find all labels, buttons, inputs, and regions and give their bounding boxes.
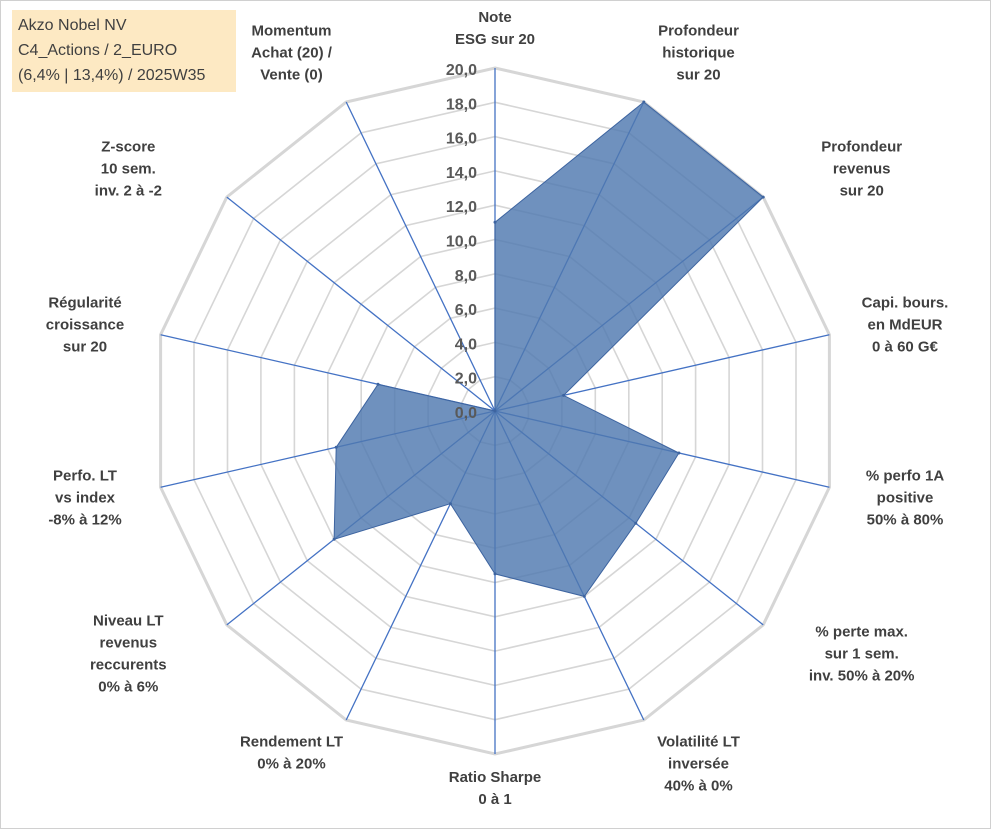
- axis-label-line: sur 20: [63, 338, 107, 355]
- axis-label-line: ESG sur 20: [455, 31, 535, 48]
- series: [332, 100, 765, 598]
- axis-label-line: 0 à 60 G€: [872, 338, 939, 355]
- series-area: [333, 101, 764, 597]
- tick-labels: 0,0 2,0 4,0 6,0 8,0 10,0 12,0 14,0 16,0 18,0 20,0: [446, 62, 477, 422]
- tick-label: 18,0: [446, 96, 477, 113]
- tick-label: 20,0: [446, 62, 477, 79]
- tick-label: 4,0: [455, 336, 477, 353]
- data-point: [642, 100, 646, 104]
- axis-label-line: % perte max.: [815, 624, 908, 641]
- data-point: [332, 537, 336, 541]
- stock-info-box: Akzo Nobel NV C4_Actions / 2_EURO (6,4% …: [12, 10, 236, 92]
- axis-label-line: inv. 2 à -2: [95, 183, 162, 200]
- axis-label-line: inversée: [668, 755, 729, 772]
- axis-label-line: 50% à 80%: [867, 512, 944, 529]
- axis-label-line: inv. 50% à 20%: [809, 668, 915, 685]
- axis-label-line: Profondeur: [658, 23, 739, 40]
- data-point: [376, 382, 380, 386]
- data-point: [677, 451, 681, 455]
- axis-labels: Note ESG sur 20 Profondeur historique sur 20…: [46, 9, 949, 808]
- axis-label: Profondeur revenus sur 20: [821, 139, 902, 200]
- data-point: [493, 220, 497, 224]
- axis-label-line: Note: [478, 9, 511, 26]
- axis-label-line: Niveau LT: [93, 613, 164, 630]
- axis-label-line: Capi. bours.: [862, 294, 949, 311]
- tick-label: 14,0: [446, 165, 477, 182]
- axis-label-line: 0 à 1: [478, 791, 511, 808]
- tick-label: 0,0: [455, 405, 477, 422]
- axis-label: Volatilité LT inversée 40% à 0%: [657, 733, 740, 794]
- tick-label: 6,0: [455, 302, 477, 319]
- axis-label: Z-score 10 sem. inv. 2 à -2: [95, 139, 162, 200]
- axis-label-line: Profondeur: [821, 139, 902, 156]
- stock-name: Akzo Nobel NV: [18, 17, 127, 34]
- axis-label-line: positive: [877, 490, 934, 507]
- axis-label: Capi. bours. en MdEUR 0 à 60 G€: [862, 294, 949, 355]
- tick-label: 8,0: [455, 268, 477, 285]
- axis-label-line: reccurents: [90, 657, 167, 674]
- axis-label-line: Momentum: [252, 23, 332, 40]
- axis-label-line: 0% à 20%: [257, 755, 325, 772]
- axis-label-line: Perfo. LT: [53, 468, 117, 485]
- axis-label-line: Volatilité LT: [657, 733, 740, 750]
- axis-spoke: [226, 196, 496, 412]
- data-point: [493, 572, 497, 576]
- axis-label: Profondeur historique sur 20: [658, 23, 739, 84]
- axis-label: Perfo. LT vs index -8% à 12%: [48, 468, 121, 529]
- axis-label-line: Vente (0): [260, 67, 323, 84]
- axis-label: Rendement LT 0% à 20%: [240, 733, 343, 772]
- axis-label-line: sur 20: [676, 67, 720, 84]
- axis-label: Momentum Achat (20) / Vente (0): [251, 23, 333, 84]
- tick-label: 16,0: [446, 131, 477, 148]
- axis-label-line: Achat (20) /: [251, 45, 333, 62]
- axis-label-line: Z-score: [101, 139, 155, 156]
- axis-label: % perte max. sur 1 sem. inv. 50% à 20%: [809, 624, 915, 685]
- axis-spoke: [345, 101, 496, 412]
- data-point: [493, 409, 497, 413]
- data-point: [582, 594, 586, 598]
- axis-label-line: historique: [662, 45, 735, 62]
- stock-stats: (6,4% | 13,4%) / 2025W35: [18, 67, 206, 84]
- tick-label: 12,0: [446, 199, 477, 216]
- axis-label-line: 0% à 6%: [98, 679, 158, 696]
- axis-label-line: % perfo 1A: [866, 468, 945, 485]
- axis-label-line: sur 20: [840, 183, 884, 200]
- axis-label-line: Ratio Sharpe: [449, 769, 542, 786]
- data-point: [761, 195, 765, 199]
- axis-label-line: croissance: [46, 316, 124, 333]
- data-point: [448, 502, 452, 506]
- data-point: [562, 393, 566, 397]
- axis-label-line: Rendement LT: [240, 733, 343, 750]
- axis-label: Ratio Sharpe 0 à 1: [449, 769, 542, 808]
- data-point: [634, 521, 638, 525]
- axis-label: % perfo 1A positive 50% à 80%: [866, 468, 945, 529]
- axis-label-line: en MdEUR: [868, 316, 943, 333]
- axis-label: Note ESG sur 20: [455, 9, 535, 48]
- axis-label-line: revenus: [100, 635, 158, 652]
- tick-label: 2,0: [455, 371, 477, 388]
- axis-label-line: vs index: [55, 490, 116, 507]
- data-point: [334, 445, 338, 449]
- axis-label: Niveau LT revenus reccurents 0% à 6%: [90, 613, 167, 696]
- axis-label-line: Régularité: [48, 294, 121, 311]
- axis-label-line: 40% à 0%: [664, 777, 732, 794]
- stock-category: C4_Actions / 2_EURO: [18, 42, 178, 59]
- axis-label-line: -8% à 12%: [48, 512, 121, 529]
- axis-label-line: sur 1 sem.: [825, 646, 899, 663]
- tick-label: 10,0: [446, 234, 477, 251]
- axis-label-line: 10 sem.: [101, 161, 156, 178]
- axis-label-line: revenus: [833, 161, 891, 178]
- axis-label: Régularité croissance sur 20: [46, 294, 124, 355]
